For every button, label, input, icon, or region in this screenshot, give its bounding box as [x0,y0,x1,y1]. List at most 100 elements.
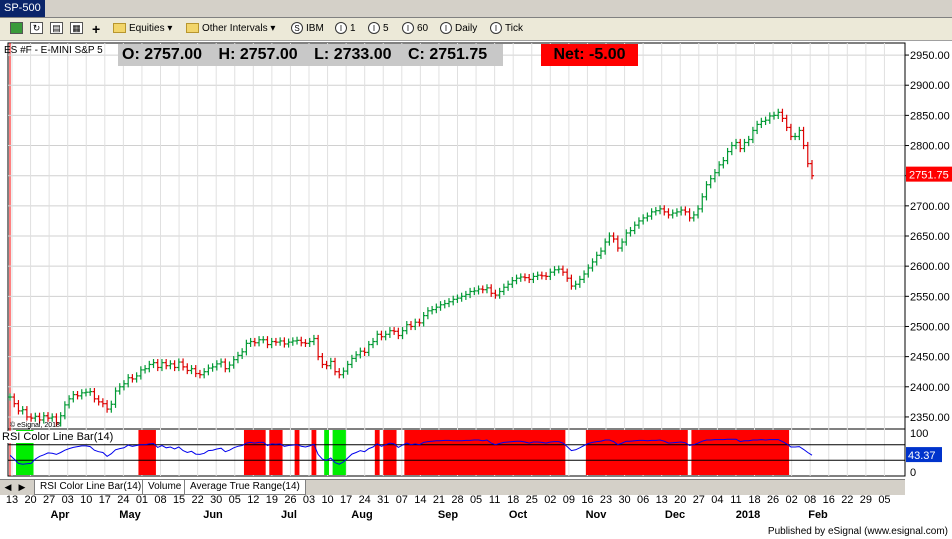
price-bar [138,366,143,380]
date-tick-label: 17 [340,494,352,506]
price-bar [459,292,464,302]
rsi-overbought-bar [509,430,515,475]
rsi-overbought-bar [691,430,697,475]
price-bar [316,334,321,361]
rsi-overbought-bar [606,430,612,475]
window-icon[interactable]: ▤ [50,21,65,37]
price-bar [100,398,105,408]
price-bar [286,338,291,348]
rsi-overbought-bar [450,430,456,475]
interval-1-label: 1 [350,23,356,34]
date-tick-label: 18 [748,494,760,506]
rsi-oversold-bar [24,430,30,475]
interval-tick-button[interactable]: I Tick [490,21,523,37]
tab-scroll-right-icon[interactable]: ▶ [18,482,26,492]
rsi-overbought-bar [632,430,638,475]
rsi-overbought-bar [446,430,452,475]
price-bar [725,147,730,165]
date-tick-label: 08 [154,494,166,506]
price-bar [784,114,789,132]
rsi-overbought-bar [433,430,439,475]
price-chart[interactable]: 2350.00 2400.00 2450.00 2500.00 2550.00 2600.… [0,40,952,523]
price-bar [763,116,768,126]
price-bar [565,268,570,282]
rsi-overbought-bar [670,430,676,475]
price-tick-label: 2950.00 [910,50,950,62]
rsi-overbought-bar [151,430,156,475]
add-button[interactable]: + [92,21,101,37]
price-bar [79,389,84,400]
tab-volume[interactable]: Volume [142,480,188,495]
price-bar [468,287,473,299]
price-bar [29,413,34,422]
month-label: Oct [509,509,528,521]
price-bar [691,211,696,222]
rsi-overbought-bar [775,430,781,475]
price-bar [265,336,270,349]
rsi-overbought-bar [484,430,490,475]
price-bar [358,347,363,359]
rsi-overbought-bar [763,430,768,475]
month-label: Jul [281,509,297,521]
rsi-oversold-bar [336,430,342,475]
net-change-badge: Net: -5.00 [541,44,638,66]
rsi-oversold-bar [16,430,21,475]
symbol-ibm-button[interactable]: S IBM [291,21,324,37]
rsi-value-tag [906,447,942,463]
price-bar [767,112,772,124]
interval-daily-button[interactable]: I Daily [440,21,477,37]
price-bar [67,395,72,409]
date-tick-label: 10 [321,494,333,506]
link-icon[interactable] [10,21,25,37]
rsi-overbought-bar [531,430,536,475]
equities-menu[interactable]: Equities ▾ [113,21,172,37]
price-bar [83,388,88,397]
footer: Published by eSignal (www.esignal.com) [0,523,952,539]
price-bar [518,273,523,282]
month-label: Dec [665,509,685,521]
price-bar [307,337,312,347]
rsi-overbought-bar [784,430,790,475]
refresh-icon[interactable]: ↻ [30,21,45,37]
layout-icon[interactable]: ▦ [70,21,85,37]
price-bar [421,311,426,327]
price-bar [712,169,717,183]
date-tick-label: 03 [62,494,74,506]
tab-average-true-range[interactable]: Average True Range(14) [184,480,306,495]
price-bar [721,156,726,169]
date-tick-label: 26 [284,494,296,506]
rsi-line [9,438,813,465]
price-bar [244,339,249,356]
price-bar [240,348,245,360]
tab-rsi[interactable]: RSI Color Line Bar(14) [34,480,148,495]
price-bar [320,353,325,369]
month-label: Aug [351,509,372,521]
rsi-overbought-bar [501,430,507,475]
rsi-overbought-bar [649,430,655,475]
rsi-overbought-bar [737,430,743,475]
rsi-overbought-bar [742,430,747,475]
price-bar [223,358,228,373]
price-tick-label: 2700.00 [910,201,950,213]
price-bar [75,391,80,400]
rsi-overbought-bar [459,430,465,475]
price-tick-label: 2800.00 [910,141,950,153]
price-bar [641,214,646,225]
date-tick-label: 31 [377,494,389,506]
price-bar [371,337,376,349]
price-bar [556,265,561,274]
rsi-overbought-bar [754,430,760,475]
price-bar [88,387,93,396]
price-bar [772,111,777,120]
tab-scroll-left-icon[interactable]: ◀ [4,482,12,492]
price-bar [328,357,333,370]
price-bar [168,360,173,370]
date-tick-label: 09 [563,494,575,506]
other-intervals-menu[interactable]: Other Intervals ▾ [186,21,275,37]
price-bar [472,287,477,296]
price-bar [387,327,392,338]
interval-60-button[interactable]: I 60 [402,21,428,37]
rsi-overbought-bar [720,430,726,475]
